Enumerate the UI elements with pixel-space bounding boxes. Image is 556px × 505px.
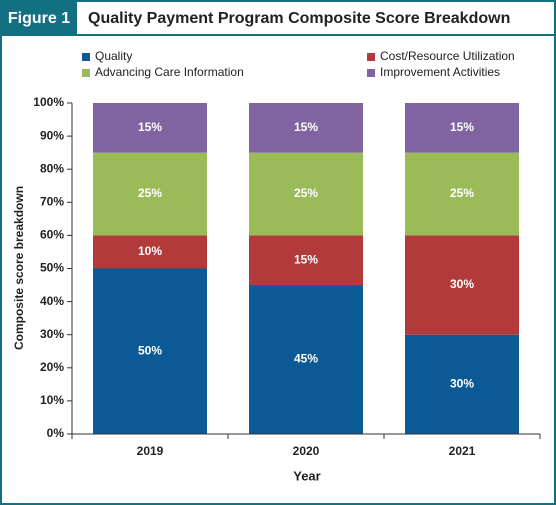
y-tick-label: 50% bbox=[40, 261, 64, 275]
value-label: 15% bbox=[294, 120, 318, 134]
value-label: 30% bbox=[450, 377, 474, 391]
y-tick-label: 90% bbox=[40, 128, 64, 142]
bar-segment bbox=[405, 152, 519, 236]
chart-title: Quality Payment Program Composite Score … bbox=[88, 10, 510, 27]
value-label: 25% bbox=[138, 186, 162, 200]
bar-segment bbox=[249, 103, 363, 153]
y-tick-label: 70% bbox=[40, 194, 64, 208]
y-tick-label: 10% bbox=[40, 393, 64, 407]
x-tick-label: 2020 bbox=[293, 444, 320, 458]
x-tick-label: 2021 bbox=[449, 444, 476, 458]
legend-swatch bbox=[82, 53, 90, 61]
figure-label: Figure 1 bbox=[8, 10, 70, 27]
y-axis-label: Composite score breakdown bbox=[12, 186, 26, 350]
y-tick-label: 80% bbox=[40, 161, 64, 175]
legend-label: Improvement Activities bbox=[380, 65, 500, 79]
value-label: 10% bbox=[138, 244, 162, 258]
legend-label: Advancing Care Information bbox=[95, 65, 244, 79]
value-label: 45% bbox=[294, 352, 318, 366]
x-tick-label: 2019 bbox=[137, 444, 164, 458]
value-label: 50% bbox=[138, 343, 162, 357]
y-tick-label: 60% bbox=[40, 228, 64, 242]
bar-segment bbox=[93, 103, 207, 153]
bar-segment bbox=[93, 268, 207, 434]
bar-segment bbox=[249, 235, 363, 286]
value-label: 30% bbox=[450, 277, 474, 291]
bar-segment bbox=[405, 235, 519, 335]
y-tick-label: 30% bbox=[40, 327, 64, 341]
value-label: 25% bbox=[450, 186, 474, 200]
bar-segment bbox=[249, 152, 363, 236]
figure-badge bbox=[1, 1, 77, 35]
y-tick-label: 100% bbox=[33, 95, 64, 109]
y-tick-label: 0% bbox=[47, 426, 65, 440]
legend-swatch bbox=[367, 69, 375, 77]
bar-segment bbox=[405, 334, 519, 434]
legend-label: Quality bbox=[95, 49, 132, 63]
y-tick-label: 40% bbox=[40, 294, 64, 308]
legend-swatch bbox=[367, 53, 375, 61]
x-axis-label: Year bbox=[293, 468, 320, 483]
value-label: 25% bbox=[294, 186, 318, 200]
legend-label: Cost/Resource Utilization bbox=[380, 49, 515, 63]
value-label: 15% bbox=[138, 120, 162, 134]
bar-segment bbox=[93, 152, 207, 236]
y-tick-label: 20% bbox=[40, 360, 64, 374]
value-label: 15% bbox=[294, 252, 318, 266]
value-label: 15% bbox=[450, 120, 474, 134]
bar-segment bbox=[249, 285, 363, 434]
bar-segment bbox=[93, 235, 207, 269]
legend-swatch bbox=[82, 69, 90, 77]
bar-segment bbox=[405, 103, 519, 153]
